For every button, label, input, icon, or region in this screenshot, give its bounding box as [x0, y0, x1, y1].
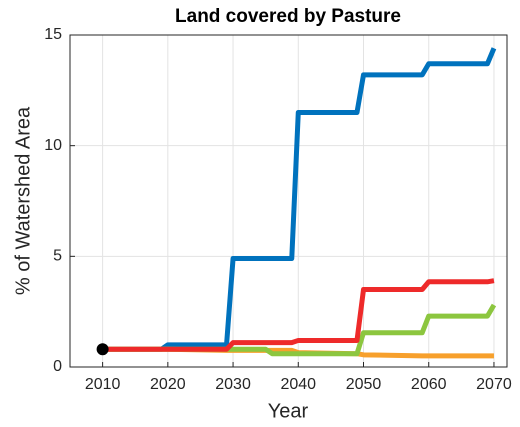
chart-title: Land covered by Pasture	[175, 6, 401, 27]
x-axis-label: Year	[268, 400, 309, 422]
series-line	[102, 47, 497, 352]
y-tick-label: 5	[53, 248, 62, 265]
x-tick-label: 2040	[280, 376, 316, 393]
x-tick-label: 2050	[346, 376, 382, 393]
x-tick-label: 2060	[411, 376, 447, 393]
x-tick-label: 2010	[85, 376, 121, 393]
point-marker	[96, 343, 109, 356]
x-tick-label: 2070	[476, 376, 512, 393]
plot-frame	[69, 34, 508, 368]
x-tick-label: 2020	[150, 376, 186, 393]
y-tick-label: 15	[44, 26, 62, 43]
y-tick-label: 10	[44, 137, 62, 154]
x-tick-label: 2030	[215, 376, 251, 393]
y-tick-label: 0	[53, 358, 62, 375]
y-axis-label: % of Watershed Area	[12, 106, 34, 295]
series-line	[102, 278, 495, 352]
